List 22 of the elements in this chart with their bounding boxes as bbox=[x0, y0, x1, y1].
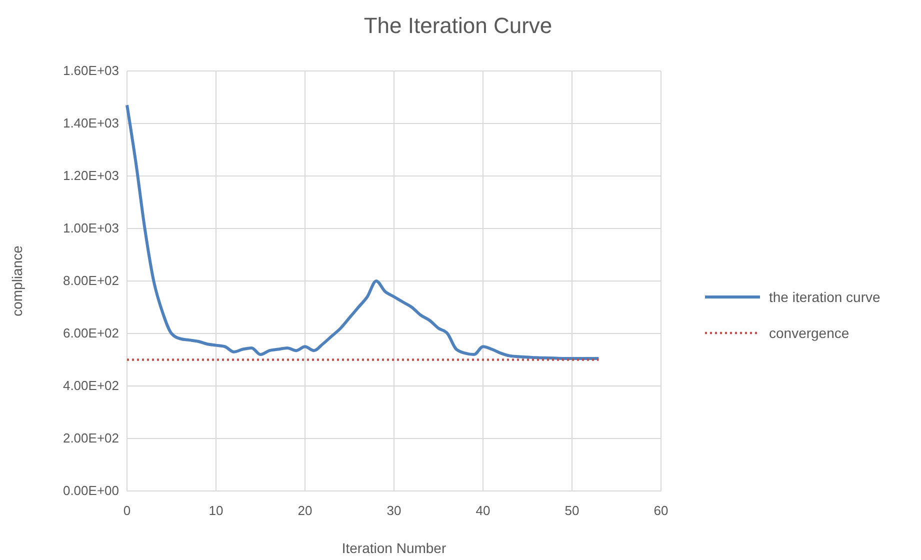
x-tick-label: 30 bbox=[386, 503, 402, 518]
y-tick-label: 1.00E+03 bbox=[62, 220, 119, 236]
y-tick-label: 1.60E+03 bbox=[62, 63, 119, 78]
x-tick-label: 20 bbox=[298, 503, 312, 518]
x-axis-title: Iteration Number bbox=[342, 540, 446, 556]
y-tick-label: 8.00E+02 bbox=[62, 273, 119, 288]
y-tick-label: 4.00E+02 bbox=[62, 378, 119, 393]
y-tick-label: 0.00E+00 bbox=[62, 483, 119, 498]
legend-label: convergence bbox=[769, 325, 850, 341]
y-tick-label: 1.40E+03 bbox=[62, 116, 119, 130]
y-tick-label: 1.20E+03 bbox=[62, 168, 119, 183]
x-tick-label: 10 bbox=[208, 503, 224, 518]
chart-title: The Iteration Curve bbox=[364, 13, 552, 38]
y-axis-title: compliance bbox=[9, 245, 25, 316]
x-tick-label: 50 bbox=[564, 503, 580, 518]
y-tick-label: 2.00E+02 bbox=[62, 430, 119, 446]
legend-label: the iteration curve bbox=[769, 289, 880, 305]
x-tick-label: 40 bbox=[476, 503, 490, 518]
x-tick-label: 60 bbox=[654, 503, 668, 518]
x-tick-label: 0 bbox=[123, 503, 131, 518]
line-series bbox=[126, 104, 600, 360]
y-tick-label: 6.00E+02 bbox=[62, 326, 119, 340]
